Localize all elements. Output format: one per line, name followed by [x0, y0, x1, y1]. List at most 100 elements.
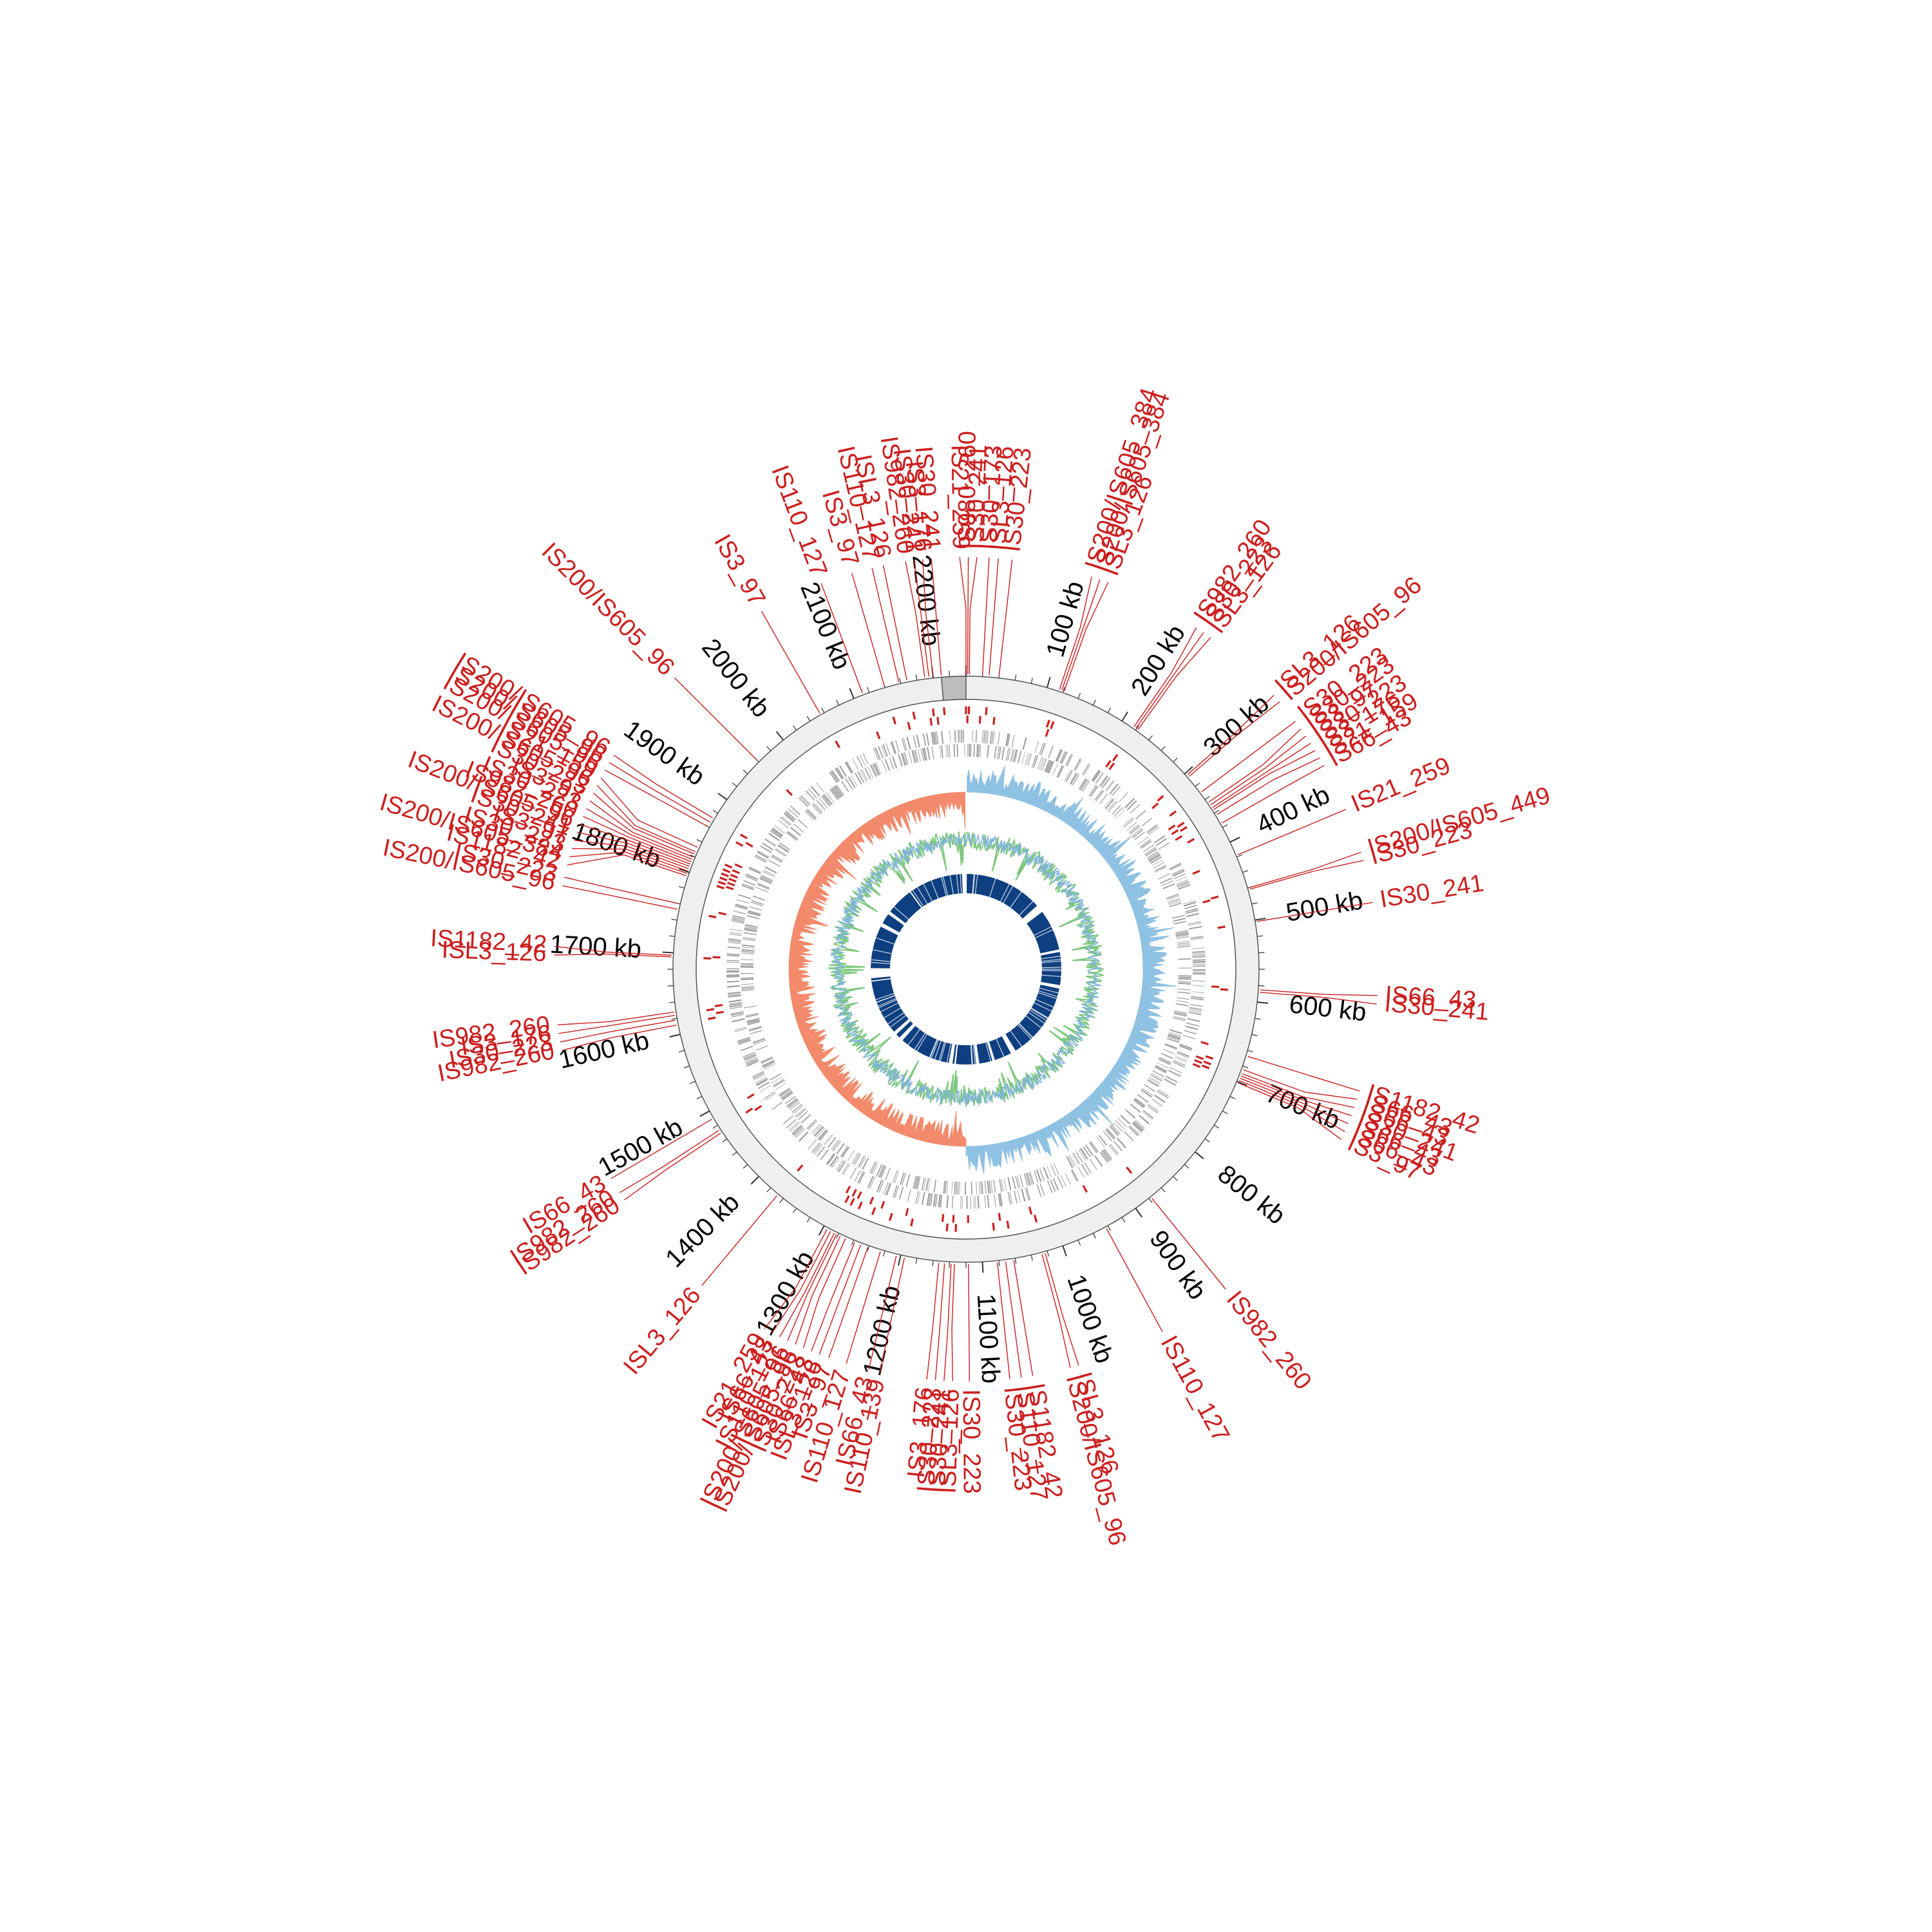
gene-feature: [786, 810, 797, 820]
gene-feature: [1083, 1146, 1091, 1158]
tick-mark: [669, 1034, 681, 1038]
gene-feature: [737, 1037, 751, 1043]
gene-feature: [976, 744, 979, 757]
is-element-mark: [965, 706, 967, 715]
tick-mark: [949, 670, 951, 677]
tick-mark: [766, 746, 772, 752]
gene-feature: [990, 1180, 993, 1193]
gene-feature: [800, 795, 811, 806]
is-element-mark: [992, 717, 996, 725]
is-leader-line: [969, 557, 978, 675]
blast-hit-ring: [871, 874, 1062, 1065]
gene-feature: [1065, 753, 1072, 766]
gene-feature: [872, 1162, 878, 1175]
gene-feature: [1148, 852, 1160, 860]
gene-feature: [933, 1179, 937, 1193]
gene-feature: [730, 929, 743, 932]
gene-feature: [978, 1181, 980, 1195]
gene-feature: [754, 856, 766, 863]
gene-feature: [1160, 1053, 1173, 1059]
is-element-mark: [730, 873, 739, 879]
gene-feature: [1056, 750, 1063, 762]
gene-feature: [1052, 763, 1059, 775]
tick-mark: [1236, 854, 1242, 858]
is-leader-line: [846, 1251, 881, 1364]
is-leader-line: [611, 1119, 712, 1179]
is-leader-line: [613, 755, 714, 819]
gene-feature: [1052, 1178, 1059, 1191]
gene-feature: [933, 1193, 936, 1207]
gene-feature: [1090, 1141, 1099, 1153]
gene-feature: [826, 1153, 835, 1164]
gene-feature: [1026, 1172, 1032, 1186]
gene-feature: [945, 744, 947, 758]
is-leader-line: [761, 611, 820, 714]
blast-hit-separator: [1028, 1012, 1045, 1024]
gene-feature: [746, 1019, 760, 1024]
gene-feature: [976, 1181, 978, 1195]
gene-feature: [867, 1175, 874, 1188]
blast-hit-separator: [1003, 886, 1014, 904]
gene-feature: [1165, 1075, 1178, 1083]
gene-feature: [771, 828, 782, 838]
gene-feature: [949, 744, 951, 757]
gene-feature: [794, 1127, 804, 1137]
gene-feature: [813, 803, 822, 813]
gene-feature: [1184, 1030, 1197, 1035]
blast-hit-separator: [887, 1012, 904, 1025]
blast-hit-separator: [871, 961, 891, 965]
gene-feature: [944, 1180, 947, 1194]
tick-mark: [1046, 1251, 1050, 1257]
gene-feature: [760, 845, 772, 853]
is-leader-line: [577, 831, 690, 867]
gene-feature: [994, 1194, 996, 1208]
tick-mark: [1242, 1065, 1249, 1068]
gene-feature: [1066, 1156, 1074, 1168]
gene-feature: [1175, 1003, 1189, 1007]
gene-feature: [1012, 1176, 1016, 1189]
blast-hit-block: [1041, 952, 1062, 985]
gene-feature: [1039, 742, 1045, 755]
gc-content-trace-right: [965, 831, 1105, 1108]
blast-hit-separator: [929, 1039, 938, 1057]
tick-mark: [897, 1255, 902, 1266]
tick-mark: [1204, 796, 1210, 800]
gene-feature: [1185, 909, 1198, 914]
gene-feature: [1001, 1179, 1004, 1192]
is-element-mark: [728, 878, 737, 883]
blast-hit-separator: [985, 1042, 991, 1062]
coordinate-tick-label: 1700 kb: [549, 930, 643, 963]
gene-feature: [778, 844, 790, 852]
is-element-mark: [869, 1197, 875, 1205]
gene-feature: [752, 1072, 764, 1079]
gene-feature: [917, 1191, 921, 1204]
blast-hit-block: [882, 913, 905, 933]
gene-feature: [907, 1189, 911, 1202]
gene-feature: [893, 1170, 898, 1183]
gene-feature: [1186, 913, 1200, 918]
is-element-mark: [967, 706, 971, 715]
coordinate-tick-label: 2000 kb: [696, 634, 775, 723]
gene-feature: [912, 1175, 916, 1189]
blast-hit-separator: [938, 1041, 945, 1061]
gene-feature: [751, 900, 764, 905]
gene-feature: [1192, 985, 1206, 987]
gene-feature: [795, 1128, 806, 1139]
blast-hit-separator: [880, 1003, 898, 1012]
gene-feature: [756, 1078, 768, 1086]
gene-feature: [746, 915, 760, 920]
blast-hit-separator: [1030, 1008, 1048, 1019]
blast-hit-separator: [888, 913, 905, 925]
gene-feature: [923, 1177, 927, 1191]
gene-feature: [1103, 1131, 1112, 1142]
gene-feature: [1078, 778, 1086, 790]
is-element-label: IS30_173: [975, 444, 1008, 551]
tick-mark: [683, 1065, 690, 1068]
is-element-mark: [835, 740, 840, 748]
gene-feature: [741, 989, 755, 992]
gene-feature: [1166, 895, 1179, 900]
blast-hit-separator: [956, 874, 960, 894]
coordinate-tick-label: 400 kb: [1252, 781, 1334, 840]
gene-feature: [788, 808, 799, 818]
gene-feature: [1147, 851, 1159, 859]
